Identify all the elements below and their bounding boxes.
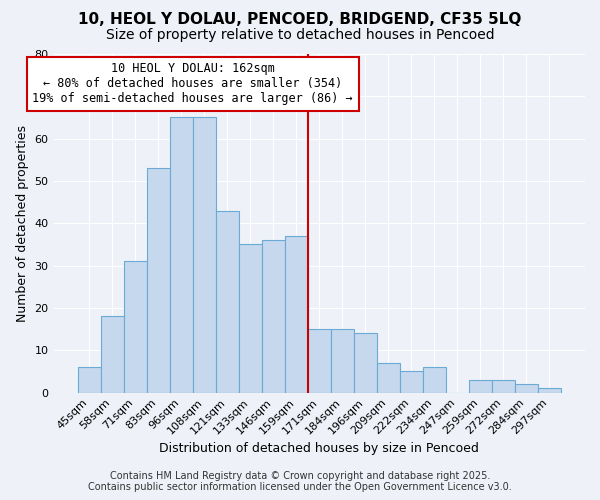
Bar (101, 316, 124, 392)
Bar (331, 329, 354, 392)
Text: Size of property relative to detached houses in Pencoed: Size of property relative to detached ho… (106, 28, 494, 42)
Text: Contains HM Land Registry data © Crown copyright and database right 2025.
Contai: Contains HM Land Registry data © Crown c… (88, 471, 512, 492)
Bar (308, 329, 331, 392)
Bar (354, 334, 377, 392)
Bar (124, 262, 147, 392)
Bar (193, 118, 216, 392)
Y-axis label: Number of detached properties: Number of detached properties (16, 125, 29, 322)
Bar (515, 384, 538, 392)
Text: 10 HEOL Y DOLAU: 162sqm
← 80% of detached houses are smaller (354)
19% of semi-d: 10 HEOL Y DOLAU: 162sqm ← 80% of detache… (32, 62, 353, 106)
Bar (400, 372, 423, 392)
Bar (77, 367, 101, 392)
Bar (492, 380, 515, 392)
Bar (216, 210, 239, 392)
Bar (285, 236, 308, 392)
Bar (469, 380, 492, 392)
Bar (262, 240, 285, 392)
Bar (147, 168, 170, 392)
Bar (538, 388, 561, 392)
Bar (423, 367, 446, 392)
Bar (170, 118, 193, 392)
X-axis label: Distribution of detached houses by size in Pencoed: Distribution of detached houses by size … (160, 442, 479, 455)
Bar (377, 363, 400, 392)
Text: 10, HEOL Y DOLAU, PENCOED, BRIDGEND, CF35 5LQ: 10, HEOL Y DOLAU, PENCOED, BRIDGEND, CF3… (79, 12, 521, 28)
Bar (239, 244, 262, 392)
